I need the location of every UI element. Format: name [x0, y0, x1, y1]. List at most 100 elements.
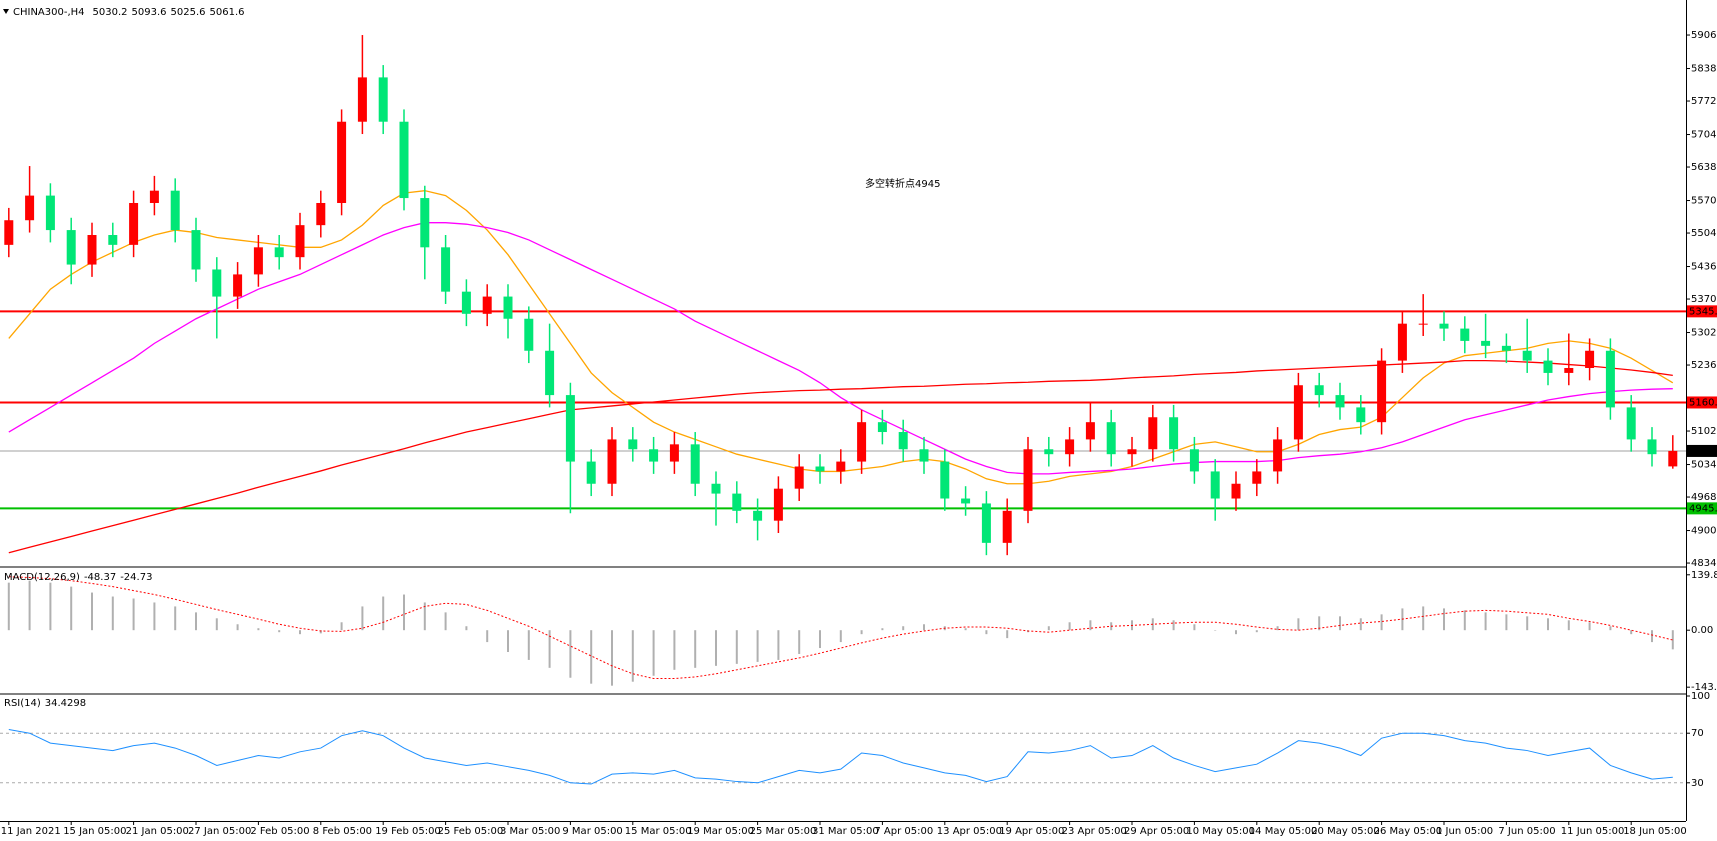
macd-bar — [777, 630, 780, 660]
x-tick-label: 27 Jan 05:00 — [188, 826, 251, 837]
y-tick-label: 139.86 — [1691, 570, 1717, 581]
macd-bar — [507, 630, 509, 652]
y-tick-label: 5236.0 — [1691, 360, 1717, 371]
macd-bar — [923, 624, 925, 631]
macd-bar — [361, 606, 364, 631]
ohlc-low: 5025.6 — [171, 7, 206, 18]
macd-bar — [236, 624, 239, 631]
y-tick-label: 5638.0 — [1691, 162, 1717, 173]
y-tick-label: -143.83 — [1691, 682, 1717, 693]
macd-bar — [319, 630, 322, 634]
candle-body — [1231, 483, 1241, 499]
plot-layer: 5906.0 5838.0 5772.0 5704.0 5638.0 5570.0 5504… — [0, 30, 1717, 837]
candle-body — [108, 235, 118, 245]
x-tick-label: 19 Apr 05:00 — [999, 826, 1064, 837]
candle-body — [1564, 367, 1574, 373]
x-tick-label: 11 Jun 05:00 — [1561, 826, 1625, 837]
y-tick-label: 5102.0 — [1691, 426, 1717, 437]
candle-body — [420, 198, 430, 248]
candle-body — [1293, 385, 1303, 440]
candle-body — [586, 461, 596, 484]
candle-body — [961, 498, 971, 504]
ohlc-open: 5030.2 — [93, 7, 128, 18]
y-tick-label: 4968.0 — [1691, 492, 1717, 503]
x-tick-label: 23 Apr 05:00 — [1062, 826, 1127, 837]
candle-body — [233, 274, 243, 297]
macd-bar — [1359, 618, 1362, 631]
macd-bar — [860, 630, 863, 635]
y-tick-label: 5504.0 — [1691, 228, 1717, 239]
macd-bar — [153, 602, 156, 631]
candle-body — [1023, 449, 1033, 511]
macd-bar — [839, 630, 842, 643]
macd-bar — [1318, 616, 1321, 631]
candle-body — [399, 121, 409, 199]
macd-bar — [527, 630, 530, 660]
macd-bar — [215, 618, 218, 631]
x-tick-label: 15 Mar 05:00 — [625, 826, 692, 837]
candle-body — [1065, 439, 1075, 455]
macd-bar — [49, 582, 52, 631]
macd-bar — [902, 626, 905, 631]
x-tick-label: 3 Mar 05:00 — [500, 826, 560, 837]
candle-body — [253, 247, 263, 275]
level-label: 5345.0 — [1689, 306, 1717, 317]
candle-body — [129, 202, 139, 245]
x-tick-label: 14 May 05:00 — [1249, 826, 1318, 837]
level-label: 5061.6 — [1689, 446, 1717, 457]
line — [8, 222, 1673, 475]
macd-bar — [444, 612, 447, 631]
candle-body — [898, 432, 908, 450]
y-tick-label: 4900.0 — [1691, 526, 1717, 537]
candle-body — [836, 461, 846, 472]
candle-body — [1044, 449, 1054, 455]
macd-bar — [174, 606, 177, 631]
candle-body — [4, 220, 14, 245]
ohlc-high: 5093.6 — [132, 7, 167, 18]
macd-bar — [590, 630, 593, 684]
macd-bar — [881, 628, 884, 631]
macd-hist-value: -48.37 — [84, 572, 116, 583]
macd-bar — [756, 630, 759, 662]
x-tick-label: 2 Feb 05:00 — [250, 826, 309, 837]
candle-body — [857, 422, 867, 462]
candle-body — [1585, 350, 1595, 368]
macd-bar — [423, 602, 426, 631]
candle-body — [1127, 449, 1137, 455]
candle-body — [45, 195, 55, 231]
candle-body — [66, 230, 76, 265]
macd-bar — [611, 630, 613, 686]
macd-bar — [1172, 620, 1175, 631]
x-tick-label: 19 Feb 05:00 — [375, 826, 441, 837]
candle-body — [1501, 345, 1511, 351]
macd-bar — [1089, 620, 1092, 631]
candle-body — [607, 439, 617, 484]
candle-body — [1522, 350, 1532, 361]
x-tick-label: 1 Jun 05:00 — [1436, 826, 1493, 837]
y-tick-label: 30 — [1691, 778, 1704, 789]
candle-body — [1460, 328, 1470, 341]
candle-body — [1668, 450, 1678, 467]
macd-bar — [1609, 626, 1612, 631]
macd-bar — [1235, 630, 1237, 635]
x-tick-label: 31 Mar 05:00 — [812, 826, 879, 837]
candle-body — [732, 493, 742, 511]
candle-body — [191, 230, 201, 270]
macd-bar — [1006, 630, 1009, 639]
level-label-box — [1687, 305, 1717, 318]
candle-body — [482, 296, 492, 314]
macd-bar — [985, 630, 988, 635]
annotation: 多空转折点4945 — [865, 177, 940, 190]
candle-body — [1481, 340, 1491, 346]
macd-bar — [1068, 622, 1071, 631]
macd-bar — [631, 630, 634, 682]
macd-signal-value: -24.73 — [120, 572, 152, 583]
macd-header: MACD(12,26,9) -48.37 -24.73 — [4, 572, 152, 583]
candle-body — [1335, 395, 1345, 408]
x-tick-label: 11 Jan 2021 — [1, 826, 61, 837]
candle-body — [773, 488, 783, 521]
macd-bar — [1339, 616, 1341, 631]
x-tick-label: 13 Apr 05:00 — [937, 826, 1002, 837]
candle-body — [378, 77, 388, 122]
macd-bar — [964, 628, 967, 631]
